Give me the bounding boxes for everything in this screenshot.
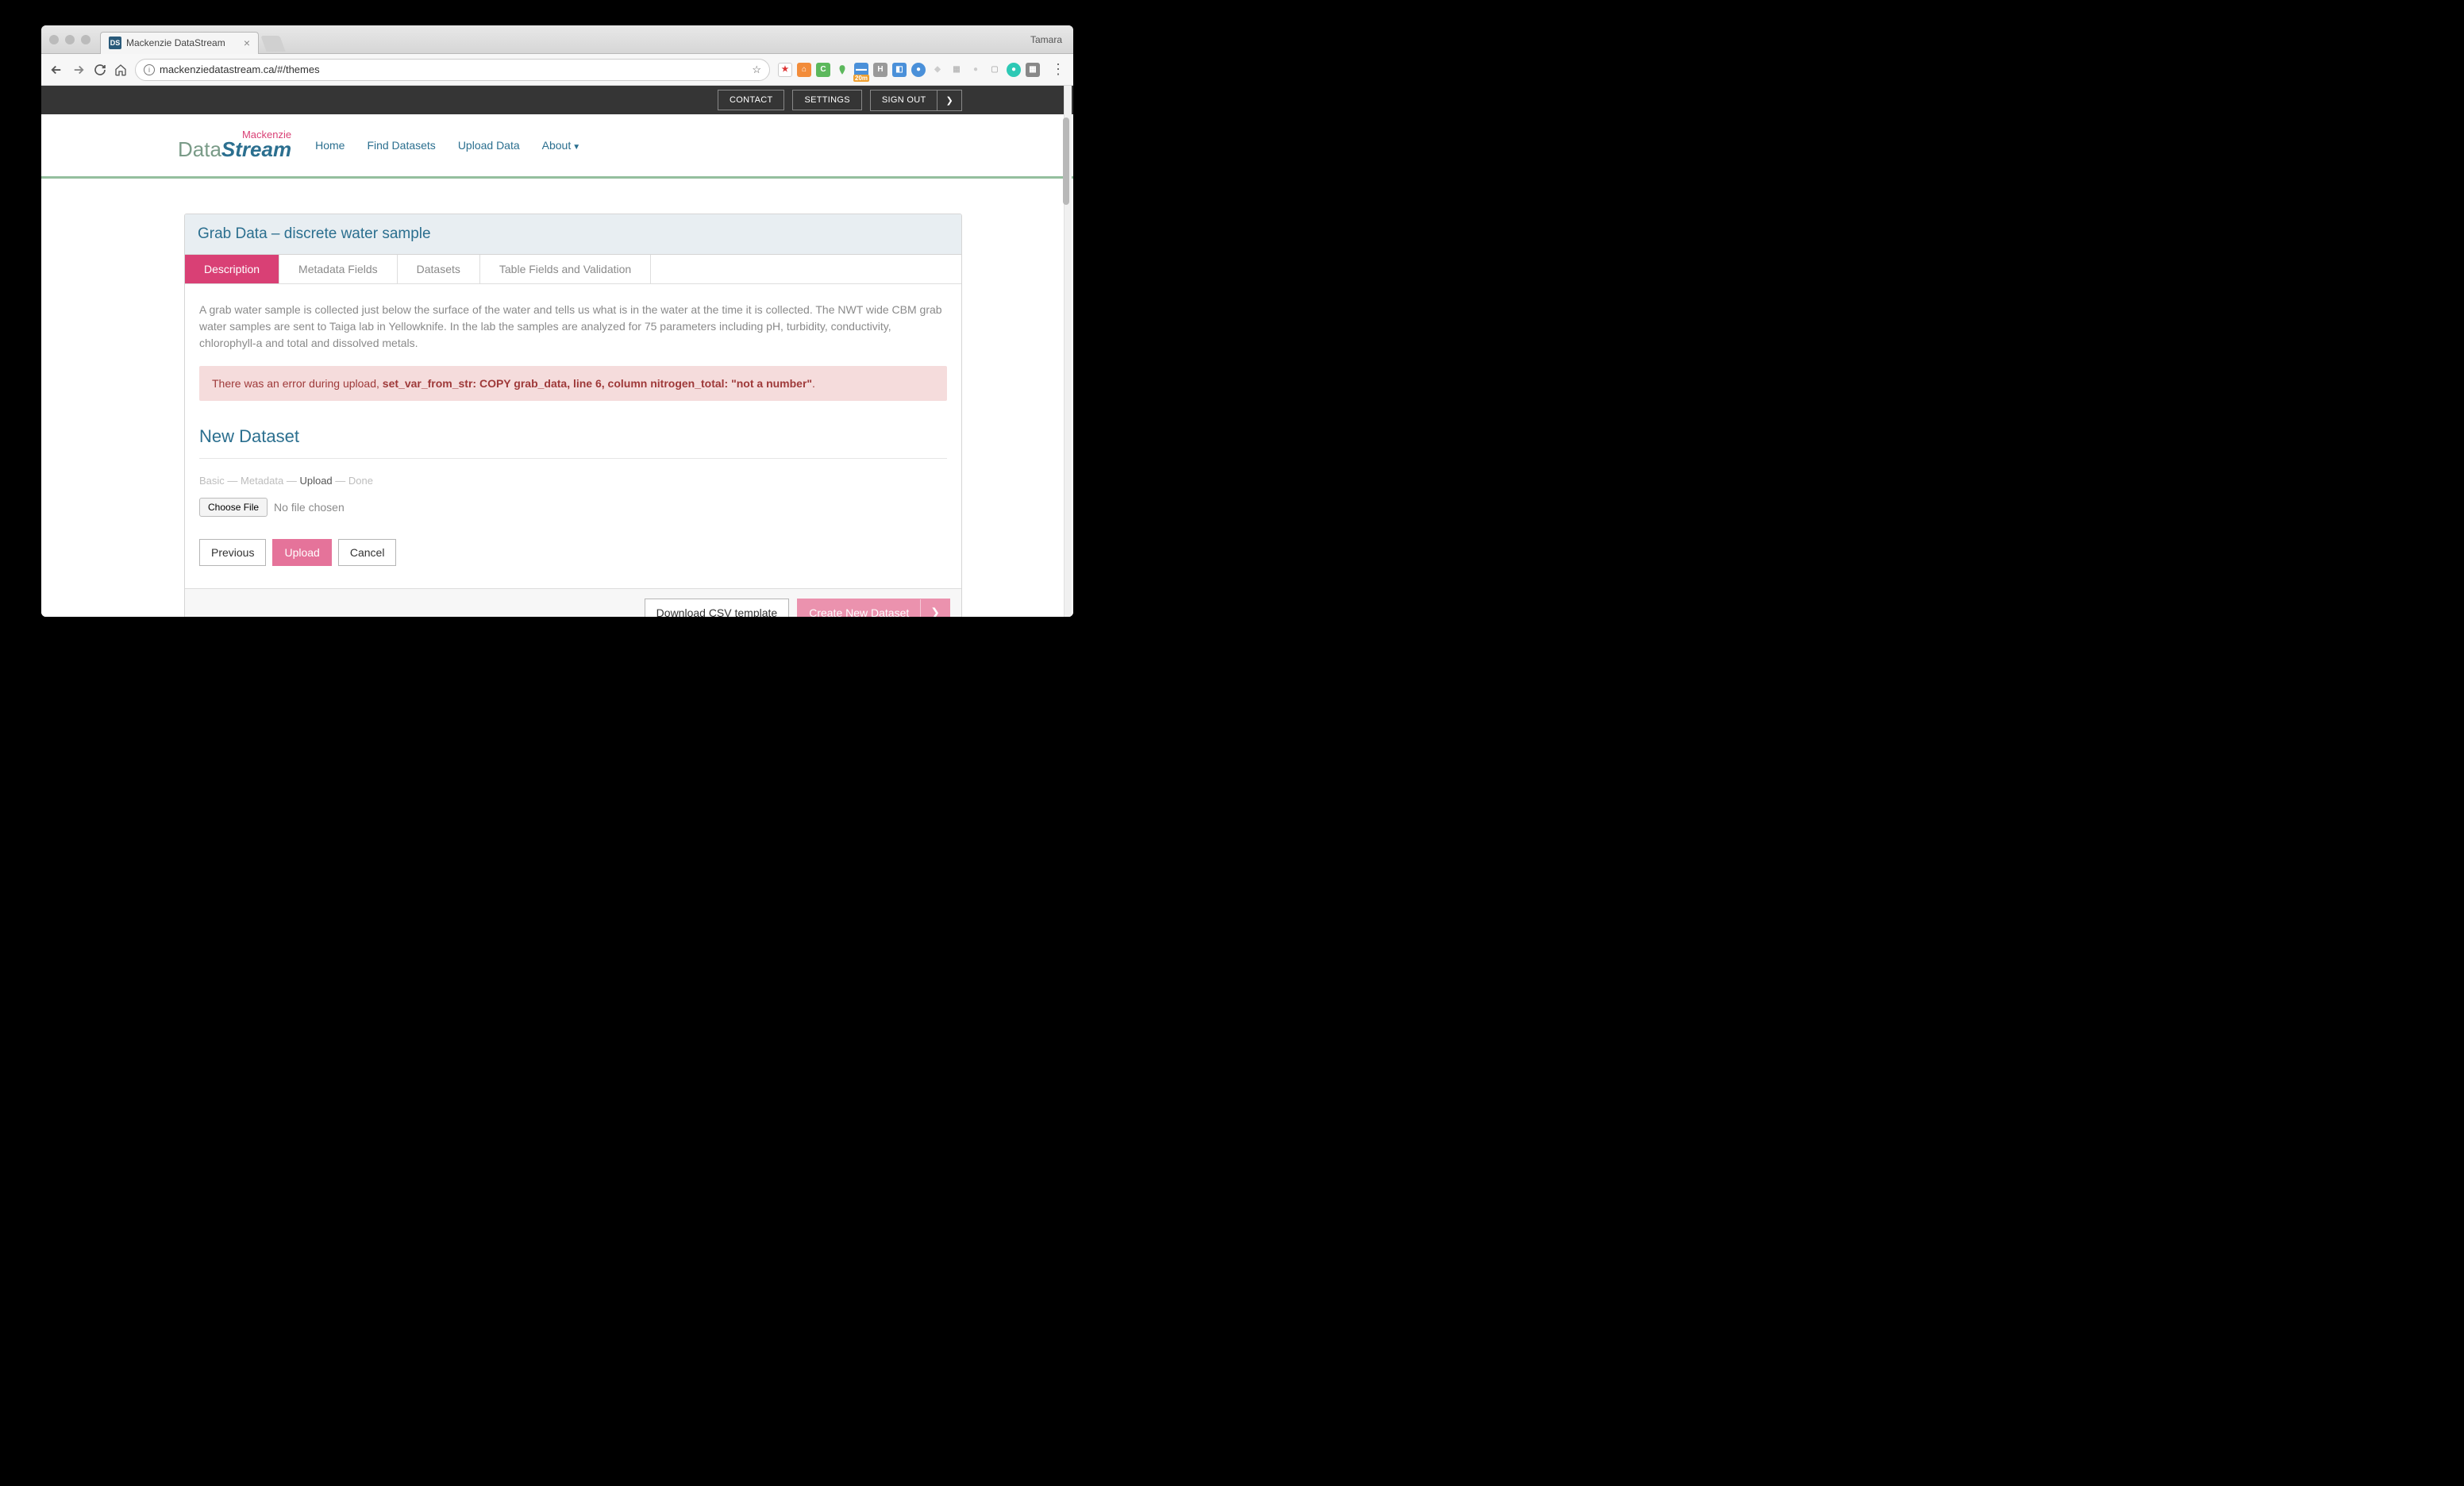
- tab-metadata-fields[interactable]: Metadata Fields: [279, 255, 398, 283]
- logo-stream: Stream: [221, 137, 291, 161]
- maximize-window-button[interactable]: [81, 35, 90, 44]
- browser-window: DS Mackenzie DataStream × Tamara i macke…: [41, 25, 1073, 617]
- crumb-sep: —: [283, 475, 299, 487]
- crumb-metadata: Metadata: [241, 475, 283, 487]
- create-new-dataset-button[interactable]: Create New Dataset ❯: [797, 599, 950, 617]
- signout-label: SIGN OUT: [871, 90, 937, 110]
- crumb-sep: —: [225, 475, 241, 487]
- error-prefix: There was an error during upload,: [212, 377, 383, 390]
- signout-button[interactable]: SIGN OUT ❯: [870, 90, 962, 111]
- extension-icon[interactable]: ★: [778, 63, 792, 77]
- browser-tab[interactable]: DS Mackenzie DataStream ×: [100, 32, 259, 54]
- extension-icon[interactable]: ▦: [949, 63, 964, 77]
- forward-button[interactable]: [71, 63, 86, 77]
- tab-title: Mackenzie DataStream: [126, 37, 239, 48]
- caret-down-icon: ▼: [572, 143, 580, 152]
- new-dataset-heading: New Dataset: [199, 426, 947, 459]
- extension-icon[interactable]: ▢: [988, 63, 1002, 77]
- contact-button[interactable]: CONTACT: [718, 90, 784, 110]
- browser-menu-icon[interactable]: ⋮: [1051, 61, 1065, 78]
- nav-home[interactable]: Home: [315, 139, 345, 152]
- description-text: A grab water sample is collected just be…: [199, 302, 947, 352]
- nav-upload-data[interactable]: Upload Data: [458, 139, 520, 152]
- create-new-dataset-label: Create New Dataset: [798, 600, 920, 618]
- chevron-right-icon: ❯: [920, 599, 949, 617]
- tab-favicon: DS: [109, 37, 121, 49]
- main-nav: Home Find Datasets Upload Data About▼: [315, 139, 580, 152]
- crumb-done: Done: [348, 475, 373, 487]
- panel-body: A grab water sample is collected just be…: [185, 284, 961, 588]
- crumb-sep: —: [333, 475, 348, 487]
- home-button[interactable]: [114, 64, 127, 76]
- page-content: CONTACT SETTINGS SIGN OUT ❯ Mackenzie Da…: [41, 86, 1073, 617]
- previous-button[interactable]: Previous: [199, 539, 266, 566]
- grab-data-panel: Grab Data – discrete water sample Descri…: [184, 214, 962, 617]
- crumb-basic: Basic: [199, 475, 225, 487]
- bookmark-star-icon[interactable]: ☆: [752, 64, 761, 76]
- traffic-lights: [49, 35, 90, 44]
- panel-header: Grab Data – discrete water sample: [185, 214, 961, 255]
- profile-name[interactable]: Tamara: [1030, 34, 1062, 45]
- back-button[interactable]: [49, 63, 64, 77]
- scrollbar-track[interactable]: [1064, 86, 1072, 617]
- error-suffix: .: [812, 377, 815, 390]
- download-csv-template-button[interactable]: Download CSV template: [645, 599, 790, 617]
- panel-tabs: Description Metadata Fields Datasets Tab…: [185, 255, 961, 284]
- site-info-icon[interactable]: i: [144, 64, 155, 75]
- file-input-row: Choose File No file chosen: [199, 498, 947, 517]
- nav-find-datasets[interactable]: Find Datasets: [367, 139, 435, 152]
- logo[interactable]: Mackenzie DataStream: [178, 129, 291, 162]
- extensions: ★ ⌂ C 20m ▬▬ H ◧ ● ◆ ▦ ● ▢ ● ▦: [778, 63, 1040, 77]
- extension-icon[interactable]: C: [816, 63, 830, 77]
- extension-icon[interactable]: ●: [911, 63, 926, 77]
- choose-file-button[interactable]: Choose File: [199, 498, 268, 517]
- top-utility-bar: CONTACT SETTINGS SIGN OUT ❯: [41, 86, 1073, 114]
- cancel-button[interactable]: Cancel: [338, 539, 397, 566]
- titlebar: DS Mackenzie DataStream × Tamara: [41, 25, 1073, 54]
- browser-toolbar: i mackenziedatastream.ca/#/themes ☆ ★ ⌂ …: [41, 54, 1073, 86]
- logo-data: Data: [178, 137, 221, 161]
- reload-button[interactable]: [94, 64, 106, 76]
- minimize-window-button[interactable]: [65, 35, 75, 44]
- tab-close-icon[interactable]: ×: [244, 37, 250, 49]
- url-bar[interactable]: i mackenziedatastream.ca/#/themes ☆: [135, 59, 770, 81]
- extension-icon[interactable]: ●: [968, 63, 983, 77]
- extension-icon[interactable]: ●: [1007, 63, 1021, 77]
- extension-icon[interactable]: [835, 63, 849, 77]
- tab-table-fields-validation[interactable]: Table Fields and Validation: [480, 255, 651, 283]
- panel-title: Grab Data – discrete water sample: [198, 225, 949, 243]
- extension-icon[interactable]: H: [873, 63, 887, 77]
- main-area: Grab Data – discrete water sample Descri…: [41, 179, 1073, 617]
- close-window-button[interactable]: [49, 35, 59, 44]
- extension-icon[interactable]: ◆: [930, 63, 945, 77]
- panel-footer: Download CSV template Create New Dataset…: [185, 588, 961, 617]
- action-row: Previous Upload Cancel: [199, 539, 947, 566]
- extension-icon[interactable]: ◧: [892, 63, 907, 77]
- extension-icon[interactable]: 20m ▬▬: [854, 63, 868, 77]
- wizard-breadcrumb: Basic — Metadata — Upload — Done: [199, 475, 947, 487]
- error-detail: set_var_from_str: COPY grab_data, line 6…: [383, 377, 812, 390]
- tab-description[interactable]: Description: [185, 255, 279, 283]
- url-text: mackenziedatastream.ca/#/themes: [160, 64, 747, 75]
- viewport: CONTACT SETTINGS SIGN OUT ❯ Mackenzie Da…: [41, 86, 1073, 617]
- upload-button[interactable]: Upload: [272, 539, 331, 566]
- crumb-upload: Upload: [299, 475, 332, 487]
- site-header: Mackenzie DataStream Home Find Datasets …: [41, 114, 1073, 179]
- file-status: No file chosen: [274, 501, 345, 514]
- new-tab-button[interactable]: [260, 36, 285, 52]
- tab-datasets[interactable]: Datasets: [398, 255, 480, 283]
- error-alert: There was an error during upload, set_va…: [199, 366, 947, 401]
- extension-icon[interactable]: ⌂: [797, 63, 811, 77]
- nav-about[interactable]: About▼: [542, 139, 581, 152]
- nav-about-label: About: [542, 139, 572, 152]
- chevron-right-icon: ❯: [937, 90, 961, 110]
- extension-icon[interactable]: ▦: [1026, 63, 1040, 77]
- settings-button[interactable]: SETTINGS: [792, 90, 861, 110]
- scrollbar-thumb[interactable]: [1063, 117, 1069, 205]
